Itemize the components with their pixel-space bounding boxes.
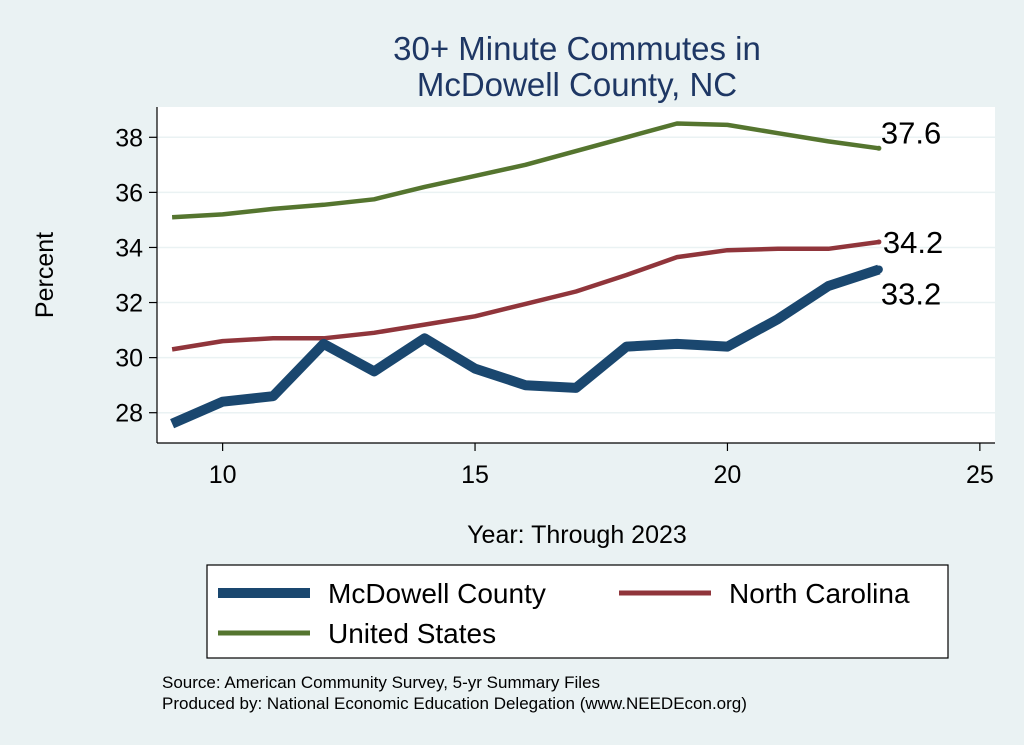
y-tick-label-1: 30 <box>115 345 143 373</box>
legend-label-united-states: United States <box>328 618 496 649</box>
legend-item-mcdowell: McDowell County <box>218 578 546 609</box>
y-tick-label-2: 32 <box>115 290 143 318</box>
axis-ticks: 28 30 32 34 36 38 10 15 20 25 <box>115 124 994 489</box>
y-tick-label-3: 34 <box>115 234 143 262</box>
series-line-mcdowell <box>170 264 881 429</box>
grid-lines <box>157 136 995 414</box>
series-layer: 37.6 34.2 33.2 <box>170 115 943 429</box>
end-label-mcdowell: 33.2 <box>881 276 941 311</box>
end-point-mcdowell <box>874 265 883 274</box>
y-tick-label-0: 28 <box>115 400 143 428</box>
legend-item-north-carolina: North Carolina <box>619 578 910 609</box>
legend-label-north-carolina: North Carolina <box>729 578 910 609</box>
x-tick-label-0: 10 <box>209 461 237 489</box>
y-axis-title: Percent <box>31 232 59 318</box>
chart-title-line-1: 30+ Minute Commutes in <box>393 30 761 67</box>
end-point-north-carolina <box>876 239 882 245</box>
series-line-north-carolina <box>171 239 880 352</box>
x-axis-title: Year: Through 2023 <box>467 521 687 549</box>
legend-box <box>206 564 949 659</box>
end-label-north-carolina: 34.2 <box>883 225 943 260</box>
series-line-united-states <box>171 121 880 220</box>
y-tick-label-4: 36 <box>115 179 143 207</box>
legend-item-united-states: United States <box>218 618 496 649</box>
source-note: Source: American Community Survey, 5-yr … <box>162 673 600 692</box>
x-tick-label-1: 15 <box>461 461 489 489</box>
x-tick-label-2: 20 <box>714 461 742 489</box>
end-label-united-states: 37.6 <box>881 115 941 150</box>
end-point-united-states <box>876 145 882 151</box>
chart-title-line-2: McDowell County, NC <box>417 66 737 103</box>
x-tick-label-3: 25 <box>966 461 994 489</box>
y-tick-label-5: 38 <box>115 124 143 152</box>
legend-label-mcdowell: McDowell County <box>328 578 546 609</box>
produced-note: Produced by: National Economic Education… <box>162 694 747 713</box>
